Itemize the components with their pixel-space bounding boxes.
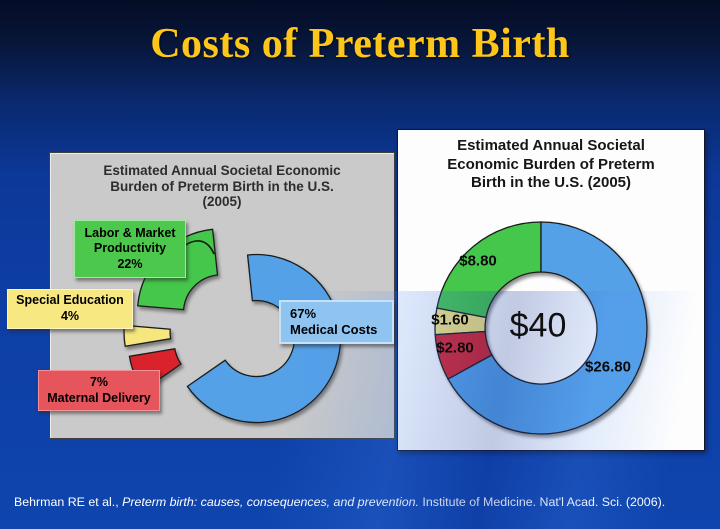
callout-text: Medical Costs xyxy=(290,322,378,337)
blue-segment-value: $26.80 xyxy=(585,358,631,376)
left-chart-panel: Estimated Annual Societal Economic Burde… xyxy=(7,152,395,439)
maternal-delivery-callout: 7% Maternal Delivery xyxy=(38,370,160,411)
callout-text: 7% xyxy=(89,374,109,389)
right-chart-title-line3: Birth in the U.S. (2005) xyxy=(470,174,632,191)
donut-total-label: $40 xyxy=(509,306,567,345)
citation: Behrman RE et al., Preterm birth: causes… xyxy=(0,495,720,509)
citation-italic-title: Preterm birth: causes, consequences, and… xyxy=(122,495,419,509)
citation-post: Institute of Medicine. Nat'l Acad. Sci. … xyxy=(418,495,666,509)
callout-text: Productivity xyxy=(93,241,167,256)
special-education-callout: Special Education 4% xyxy=(7,289,133,329)
slide-title: Costs of Preterm Birth xyxy=(150,21,570,67)
right-chart-title-line1: Estimated Annual Societal xyxy=(457,137,645,154)
right-chart-title: Estimated Annual Societal Economic Burde… xyxy=(398,137,704,193)
donut-segment-labor-market-productivity xyxy=(436,221,542,319)
labor-productivity-callout: Labor & Market Productivity 22% xyxy=(74,220,186,278)
left-chart-title: Estimated Annual Societal Economic Burde… xyxy=(50,163,394,210)
callout-text: Maternal Delivery xyxy=(47,390,151,405)
right-chart-panel: Estimated Annual Societal Economic Burde… xyxy=(397,129,705,451)
donut-segment-medical-costs xyxy=(447,221,648,435)
green-segment-value: $8.80 xyxy=(459,252,497,270)
callout-text: 22% xyxy=(117,256,143,271)
left-chart-title-line3: (2005) xyxy=(202,194,242,209)
citation-pre: Behrman RE et al., xyxy=(14,495,123,509)
medical-costs-callout: 67% Medical Costs xyxy=(279,300,394,344)
yellow-segment-value: $1.60 xyxy=(431,311,469,329)
donut-segment-maternal-delivery xyxy=(434,330,493,380)
donut-segment-special-education xyxy=(434,307,487,336)
donut-segment-special-education xyxy=(123,324,172,348)
left-chart-title-line2: Burden of Preterm Birth in the U.S. xyxy=(110,178,334,194)
callout-text: Special Education xyxy=(16,293,124,308)
green-leader-line xyxy=(183,240,215,255)
red-segment-value: $2.80 xyxy=(436,339,474,357)
donut-chart xyxy=(434,221,648,435)
left-chart-title-line1: Estimated Annual Societal Economic xyxy=(103,163,341,178)
callout-text: 67% xyxy=(290,305,317,321)
callout-text: Labor & Market xyxy=(84,225,176,240)
right-chart-title-line2: Economic Burden of Preterm xyxy=(447,155,655,173)
callout-text: 4% xyxy=(60,309,80,323)
